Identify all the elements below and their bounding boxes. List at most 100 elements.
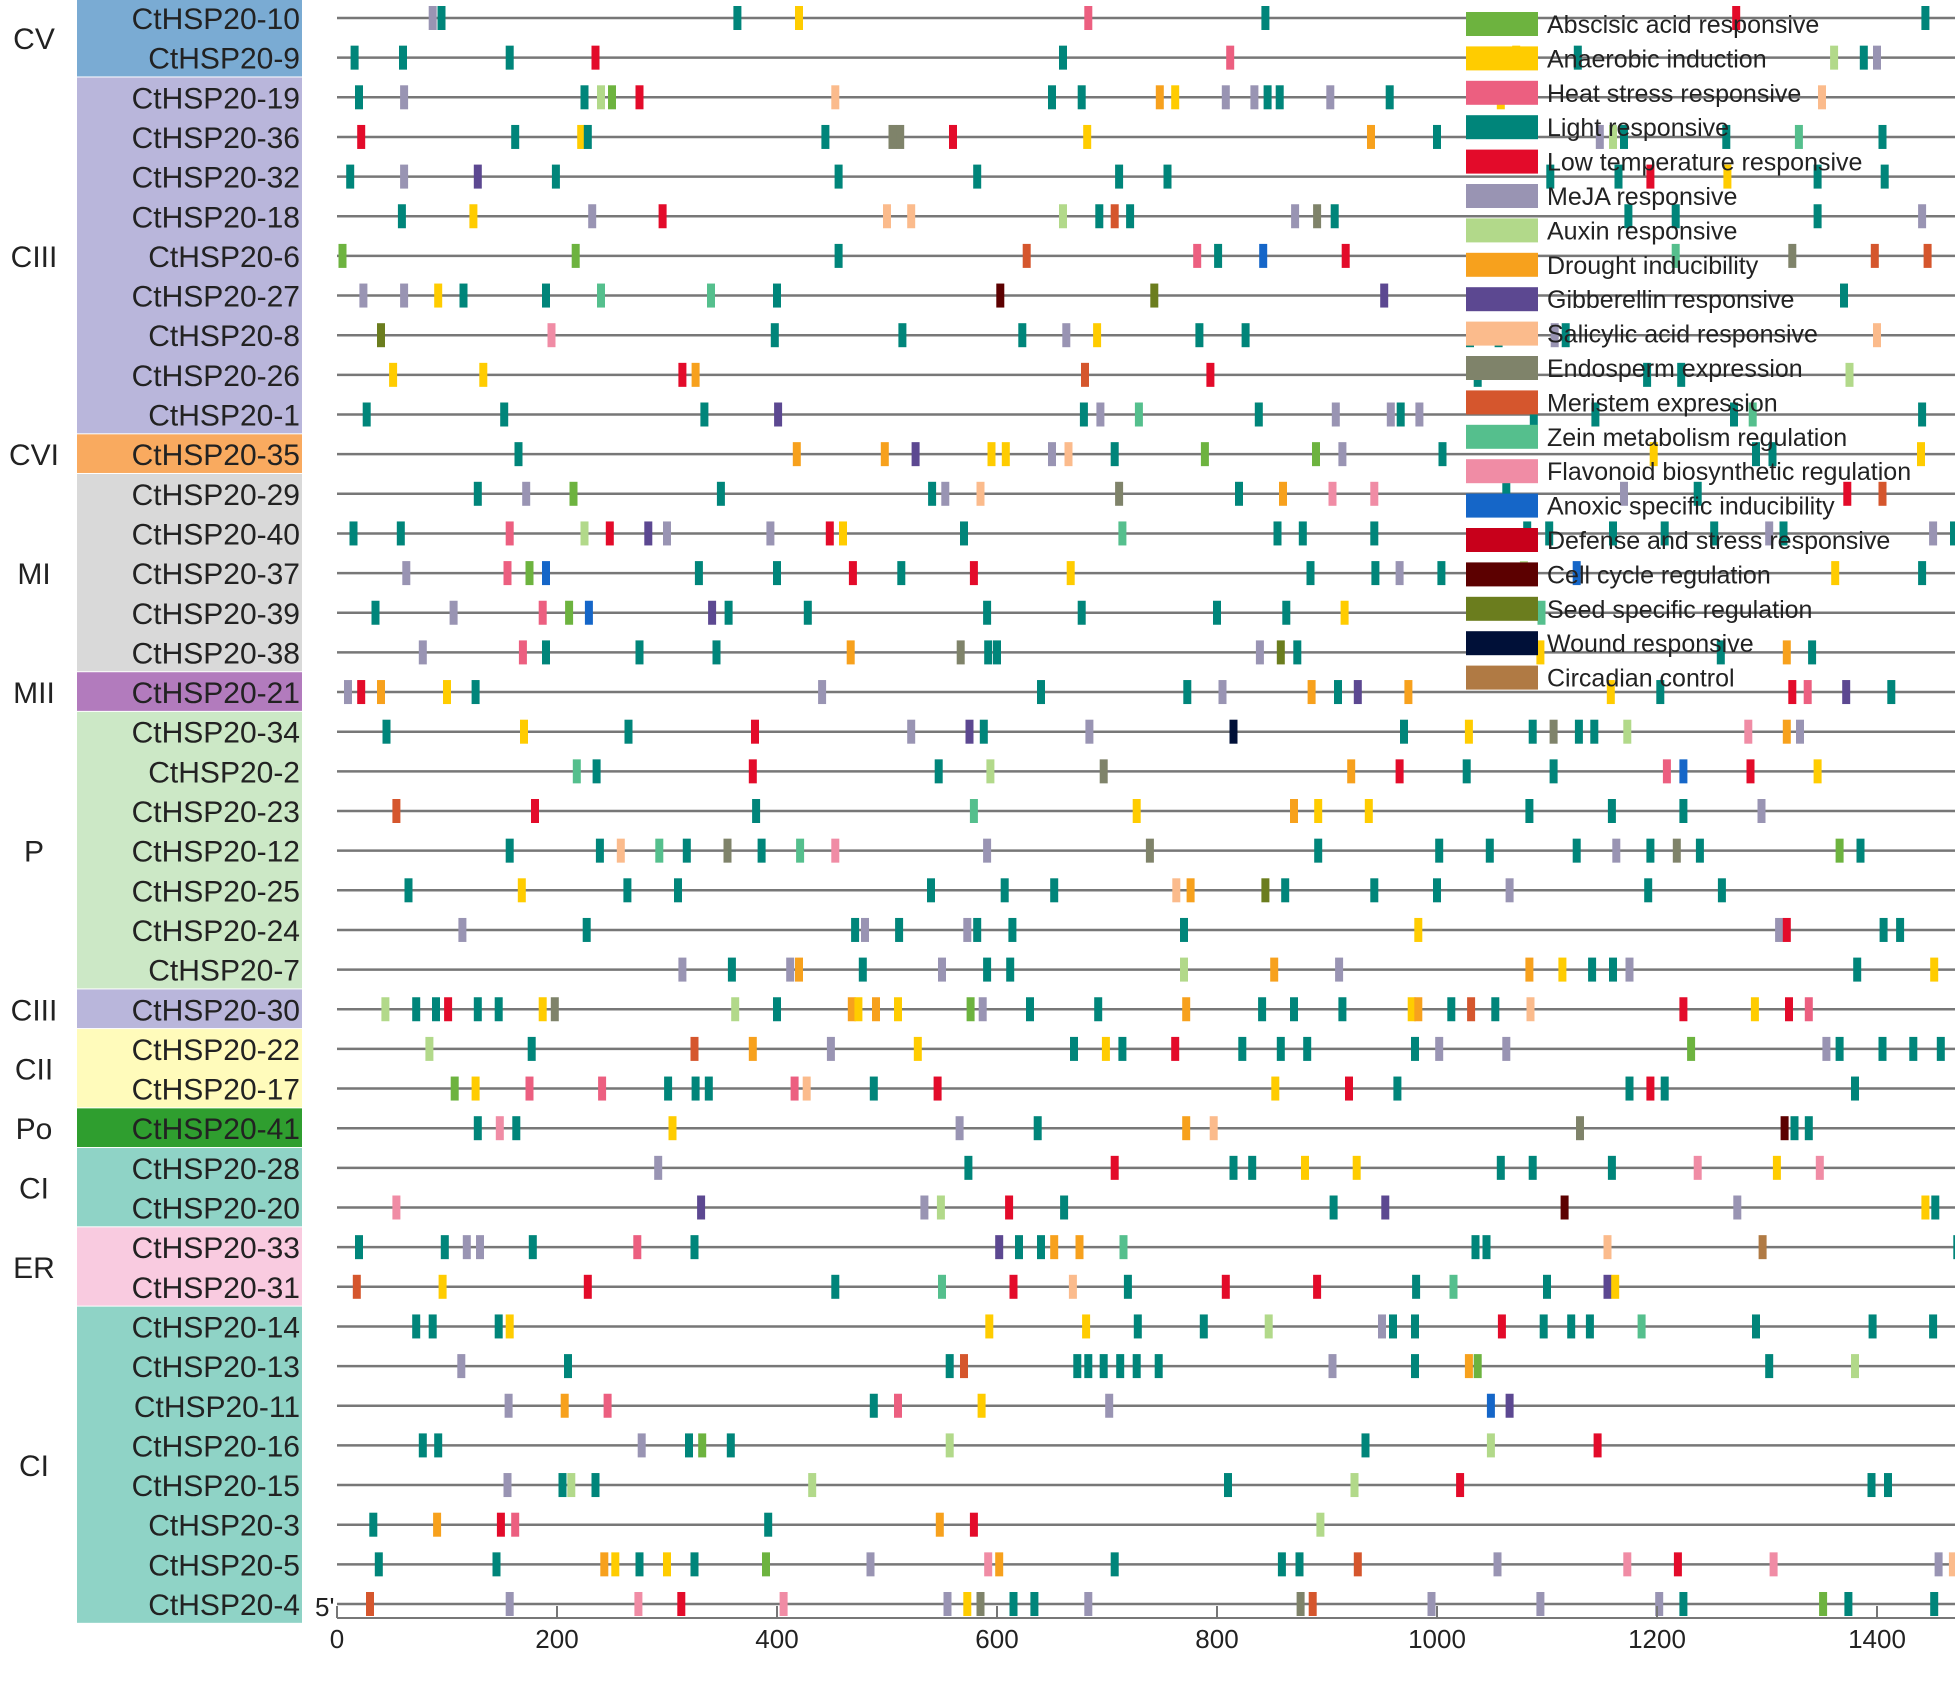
cis-element-mark (338, 243, 347, 268)
cis-element-mark (1660, 1076, 1669, 1101)
cis-element-mark (1572, 838, 1581, 863)
cis-element-mark (1048, 442, 1056, 467)
cis-element-mark (444, 997, 453, 1022)
cis-element-mark (505, 1592, 514, 1616)
gene-label: CtHSP20-19 (132, 82, 300, 115)
cis-element-mark (1917, 442, 1925, 467)
cis-element-mark (538, 997, 547, 1022)
legend: Abscisic acid responsive Anaerobic induct… (1466, 11, 1911, 693)
cis-element-mark (995, 1552, 1004, 1577)
cis-element-mark (1788, 680, 1797, 705)
cis-element-mark (682, 838, 691, 863)
gene-label: CtHSP20-2 (148, 756, 300, 789)
cis-element-mark (1172, 878, 1181, 903)
cis-element-mark (1116, 1354, 1125, 1379)
cis-element-mark (1449, 1274, 1458, 1299)
cis-element-mark (1576, 1116, 1584, 1141)
cis-element-mark (1352, 1155, 1361, 1180)
cis-element-mark (1255, 640, 1264, 665)
gene-row: CtHSP20-20 (132, 1193, 1955, 1226)
gene-label: CtHSP20-25 (132, 875, 300, 908)
cis-element-mark (1930, 957, 1939, 982)
gene-label: CtHSP20-22 (132, 1034, 300, 1067)
cis-element-mark (1845, 362, 1854, 387)
cis-element-mark (473, 997, 482, 1022)
legend-label: Wound responsive (1547, 630, 1754, 658)
cis-element-mark (1206, 362, 1215, 387)
cis-element-mark (984, 1552, 993, 1577)
cis-element-mark (1180, 917, 1188, 942)
gene-label: CtHSP20-4 (148, 1589, 300, 1622)
gene-row: CtHSP20-15 (132, 1470, 1955, 1503)
cis-element-mark (691, 1076, 700, 1101)
cis-element-mark (858, 957, 867, 982)
cis-element-mark (1316, 1512, 1325, 1537)
gene-row: CtHSP20-25 (132, 875, 1955, 908)
cis-element-mark (1154, 1354, 1163, 1379)
gene-row: CtHSP20-12 (132, 836, 1955, 869)
cis-element-mark (1110, 1155, 1119, 1180)
gene-row: CtHSP20-13 (132, 1351, 1955, 1384)
cis-element-mark (1037, 680, 1045, 705)
cis-element-mark (762, 1552, 770, 1577)
cis-element-mark (412, 997, 421, 1022)
gene-label: CtHSP20-33 (132, 1232, 300, 1265)
cis-element-mark (1878, 1036, 1887, 1061)
cis-element-mark (1270, 957, 1279, 982)
cis-element-mark (1607, 799, 1616, 823)
cis-element-mark (418, 640, 427, 665)
cis-element-mark (938, 1274, 946, 1299)
cis-element-mark (894, 997, 902, 1022)
cis-element-mark (1813, 204, 1822, 229)
cis-element-mark (1775, 917, 1784, 942)
cis-element-mark (396, 521, 405, 546)
cis-element-mark (691, 362, 700, 387)
cis-element-mark (592, 759, 601, 784)
cis-element-mark (597, 85, 605, 110)
cis-element-mark (400, 85, 409, 110)
cis-element-mark (938, 957, 946, 982)
gene-label: CtHSP20-1 (148, 400, 300, 433)
group-box (77, 77, 302, 434)
cis-element-mark (567, 1473, 576, 1498)
cis-element-mark (945, 1433, 954, 1458)
legend-label: Endosperm expression (1547, 355, 1803, 383)
cis-element-mark (473, 1116, 482, 1141)
cis-element-mark (377, 323, 385, 348)
gene-row: CtHSP20-40 (132, 518, 1955, 551)
cis-element-mark (770, 323, 779, 348)
legend-label: MeJA responsive (1547, 183, 1737, 211)
cis-element-mark (1182, 1116, 1191, 1141)
cis-element-mark (1367, 124, 1375, 149)
cis-element-mark (1295, 1552, 1304, 1577)
cis-element-mark (582, 917, 591, 942)
five-prime-label: 5' (315, 1592, 334, 1622)
cis-element-mark (1224, 1473, 1232, 1498)
cis-element-mark (469, 204, 478, 229)
legend-entry: Zein metabolism regulation (1466, 424, 1847, 452)
cis-element-mark (1482, 1235, 1491, 1260)
group-box (77, 989, 302, 1029)
cis-element-mark (1340, 600, 1349, 625)
cis-element-mark (943, 1592, 952, 1616)
cis-element-mark (1314, 838, 1323, 863)
cis-element-mark (949, 124, 957, 149)
cis-element-mark (1878, 124, 1887, 149)
gene-label: CtHSP20-6 (148, 241, 300, 274)
cis-element-mark (1060, 1195, 1069, 1220)
cis-element-mark (1437, 561, 1446, 586)
cis-element-mark (1464, 719, 1473, 744)
gene-label: CtHSP20-16 (132, 1430, 300, 1463)
cis-element-mark (1180, 957, 1188, 982)
cis-element-mark (973, 164, 982, 189)
cis-element-mark (897, 561, 906, 586)
cis-element-mark (428, 1314, 437, 1339)
cis-element-mark (1099, 759, 1108, 784)
x-tick-label: 200 (535, 1624, 578, 1654)
gene-label: CtHSP20-20 (132, 1193, 300, 1226)
cis-element-mark (1411, 1314, 1419, 1339)
cis-element-mark (979, 719, 988, 744)
cis-element-mark (658, 204, 667, 229)
gene-label: CtHSP20-18 (132, 201, 300, 234)
cis-element-mark (1229, 1155, 1238, 1180)
